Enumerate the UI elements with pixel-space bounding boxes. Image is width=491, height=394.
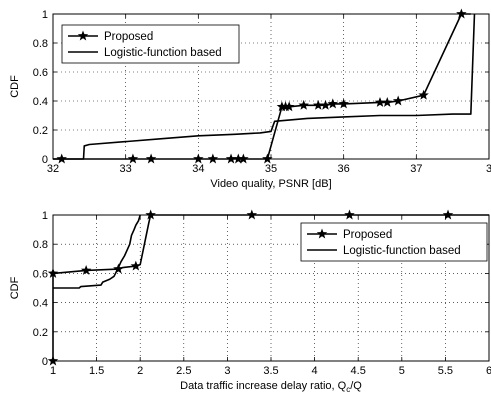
y-tick-label: 0.4 (33, 298, 48, 310)
data-point-proposed (127, 153, 139, 164)
legend-box (61, 24, 240, 64)
data-point-proposed (320, 99, 331, 110)
data-point-proposed (225, 153, 237, 164)
x-tick-label: 4.5 (351, 365, 366, 377)
y-tick-label: 0.6 (33, 67, 48, 79)
legend-label-logistic-function-based: Logistic-function based (343, 245, 461, 257)
x-tick-label: 5 (399, 365, 405, 377)
x-tick-label: 37 (410, 163, 422, 175)
data-point-proposed (238, 153, 249, 164)
x-tick-label: 32 (47, 163, 59, 175)
x-tick-label: 33 (120, 163, 132, 175)
data-point-proposed (298, 99, 309, 110)
x-tick-label: 34 (192, 163, 204, 175)
y-tick-label: 0.8 (33, 38, 48, 50)
data-point-proposed (283, 101, 295, 112)
data-point-proposed (338, 98, 349, 109)
data-point-proposed (130, 260, 142, 271)
data-point-proposed (233, 153, 244, 164)
x-tick-label: 36 (338, 163, 350, 175)
data-point-proposed (246, 209, 258, 220)
x-tick-label: 35 (265, 163, 277, 175)
data-point-proposed (374, 96, 386, 107)
legend: Proposed Logistic-function based (61, 24, 240, 64)
x-tick-label: 3 (224, 365, 230, 377)
data-point-proposed (456, 8, 467, 19)
y-tick-label: 0.6 (33, 268, 48, 280)
x-tick-label: 2.5 (176, 365, 191, 377)
y-tick-label: 0.2 (33, 327, 48, 339)
y-axis-label: CDF (9, 276, 21, 299)
legend-label-proposed: Proposed (104, 31, 153, 43)
x-tick-label: 3 (486, 163, 491, 175)
x-tick-label: 2 (137, 365, 143, 377)
legend-box (300, 222, 488, 262)
y-tick-label: 0 (42, 356, 48, 368)
data-point-proposed (145, 153, 157, 164)
y-tick-label: 0 (42, 154, 48, 166)
data-point-proposed (193, 153, 204, 164)
legend-marker-proposed (316, 228, 328, 239)
x-axis-label: Video quality, PSNR [dB] (210, 178, 331, 190)
x-axis-label: Data traffic increase delay ratio, Qc/Q (180, 380, 362, 394)
data-point-proposed (344, 209, 355, 220)
y-tick-label: 1 (42, 9, 48, 21)
x-tick-label: 6 (486, 365, 491, 377)
axes-frame (52, 214, 490, 362)
data-point-proposed (382, 96, 393, 107)
series-line-logistic-function-based (53, 214, 141, 289)
data-point-proposed (207, 153, 219, 164)
y-tick-label: 0.4 (33, 96, 48, 108)
chart-panel-2: 1 1.5 2 2.5 3 3.5 4 4.5 5 5.5 6 0 0.2 0.4 0.6 0.8 1 Data … (9, 209, 491, 394)
data-point-proposed (327, 98, 338, 109)
y-axis-label: CDF (9, 75, 21, 98)
x-tick-label: 5.5 (438, 365, 453, 377)
data-point-proposed (392, 95, 404, 106)
y-tick-label: 0.8 (33, 239, 48, 251)
x-tick-label: 3.5 (263, 365, 278, 377)
x-tick-label: 1.5 (89, 365, 104, 377)
y-tick-label: 1 (42, 210, 48, 222)
x-tick-label: 1 (50, 365, 56, 377)
data-point-proposed (313, 99, 324, 110)
x-tick-label: 4 (312, 365, 318, 377)
data-point-proposed (418, 89, 429, 100)
data-point-proposed (262, 153, 273, 164)
legend-marker-proposed (77, 30, 89, 41)
axes-frame (52, 13, 490, 160)
legend-label-proposed: Proposed (343, 229, 392, 241)
data-point-proposed (442, 209, 454, 220)
data-point-proposed (145, 209, 156, 220)
series-line-logistic-function-based (53, 13, 476, 160)
legend: Proposed Logistic-function based (300, 222, 488, 262)
legend-label-logistic-function-based: Logistic-function based (104, 47, 222, 59)
y-tick-label: 0.2 (33, 125, 48, 137)
chart-panel-1: 32 33 34 35 36 37 3 0 0.2 0.4 0.6 0.8 1 Video quality… (9, 8, 491, 190)
data-point-proposed (80, 264, 92, 275)
